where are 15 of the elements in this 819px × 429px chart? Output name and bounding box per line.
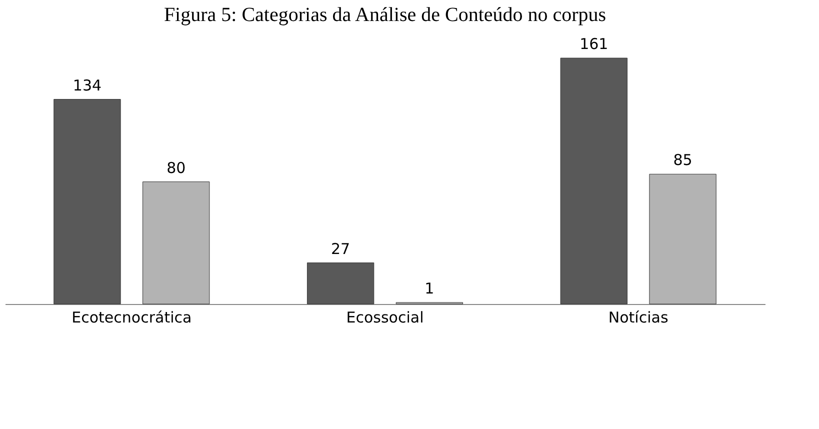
bar (560, 58, 628, 304)
data-label: 1 (424, 279, 434, 298)
chart-title: Figura 5: Categorias da Análise de Conteúdo no corpus (164, 4, 606, 26)
data-label: 27 (331, 240, 350, 258)
data-label: 161 (580, 35, 608, 54)
data-label: 85 (673, 151, 692, 170)
data-label: 134 (72, 76, 102, 94)
x-tick-label: Ecotecnocrática (72, 308, 192, 326)
bar (649, 174, 716, 304)
x-tick-label: Notícias (608, 308, 668, 326)
x-tick-label: Ecossocial (346, 308, 424, 326)
bar (54, 99, 121, 304)
bar (306, 262, 374, 304)
bar (142, 182, 210, 304)
data-label: 80 (166, 158, 186, 177)
